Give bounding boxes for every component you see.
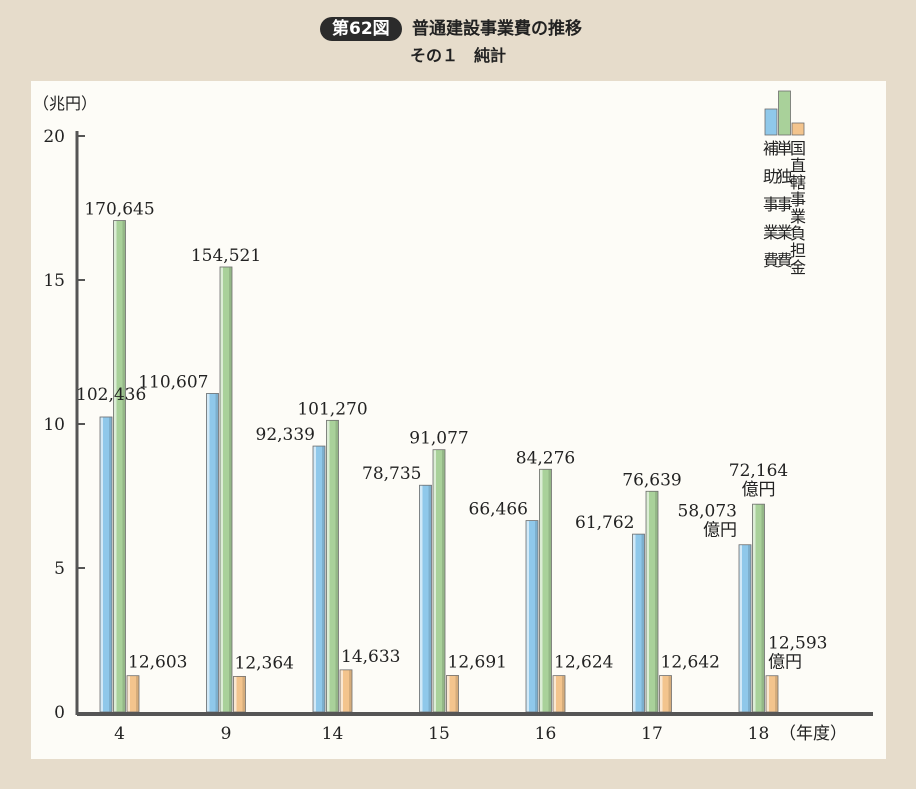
x-tick-label: 17 — [641, 724, 663, 744]
data-label: 12,603 — [128, 653, 187, 673]
bar-highlight — [313, 446, 316, 712]
bar-highlight — [526, 521, 529, 712]
bar-highlight — [114, 221, 117, 712]
data-label: 12,691 — [448, 652, 507, 672]
bar-highlight — [234, 676, 237, 712]
legend-swatch — [791, 122, 805, 136]
data-label: 78,735 — [362, 464, 421, 484]
data-label: 84,276 — [516, 448, 575, 468]
y-tick-label: 0 — [54, 703, 65, 723]
bar-highlight — [220, 267, 223, 712]
figure-subtitle: その１ 純計 — [409, 46, 506, 65]
bar-highlight — [739, 545, 742, 712]
data-labels: 102,436 170,645 12,603 110,607 154,521 12,364… — [76, 200, 827, 674]
data-label: 12,642 — [661, 653, 720, 673]
legend-label: 国直轄事業負担金 — [790, 139, 806, 277]
data-label: 12,593 — [768, 634, 827, 654]
x-tick-label: 14 — [322, 724, 344, 744]
bar-highlight — [660, 676, 663, 712]
bar-highlight — [766, 676, 769, 712]
x-tick-label: 18 — [748, 724, 770, 744]
data-label: 12,364 — [235, 653, 294, 673]
bar-shade — [428, 485, 431, 712]
bar-highlight — [447, 675, 450, 712]
data-label: 170,645 — [84, 200, 154, 220]
x-tick-label: 15 — [428, 724, 450, 744]
bar-shade — [548, 469, 551, 712]
bar-highlight — [646, 491, 649, 712]
bar-shade — [455, 675, 458, 712]
data-label: 102,436 — [76, 385, 146, 405]
figure-header: 第62図 普通建設事業費の推移 その１ 純計 — [0, 0, 916, 70]
data-label: 101,270 — [297, 399, 367, 419]
x-tick-label: 16 — [535, 724, 557, 744]
bar-shade — [562, 676, 565, 712]
y-tick-label: 15 — [43, 271, 65, 291]
bar-highlight — [340, 670, 343, 712]
bar-chart: （兆円） 0 5 10 15 20 102,436 170,645 12,603 110,60… — [33, 90, 873, 744]
bar-shade — [668, 676, 671, 712]
y-axis-unit-label: （兆円） — [33, 94, 97, 113]
bar-highlight — [207, 393, 210, 712]
bar-highlight — [127, 676, 130, 712]
data-label: 58,073 — [678, 502, 737, 522]
bar-shade — [242, 676, 245, 712]
bar-shade — [442, 450, 445, 712]
x-tick-label: 4 — [114, 724, 125, 744]
bar-shade — [535, 521, 538, 712]
bar-highlight — [433, 450, 436, 712]
bar-shade — [322, 446, 325, 712]
bar-highlight — [753, 504, 756, 712]
data-label: 61,762 — [575, 513, 634, 533]
x-axis-labels: 4 9 14 15 16 17 18 — [114, 724, 769, 744]
data-label: 92,339 — [256, 425, 315, 445]
data-label: 91,077 — [409, 429, 468, 449]
x-axis-unit-label: （年度） — [779, 724, 847, 744]
bar-shade — [229, 267, 232, 712]
bar-highlight — [327, 420, 330, 712]
bar-highlight — [420, 485, 423, 712]
data-label: 66,466 — [469, 500, 528, 520]
data-label: 76,639 — [622, 470, 681, 490]
data-label: 110,607 — [138, 372, 208, 392]
y-tick-label: 5 — [54, 559, 65, 579]
data-label-unit: 億円 — [703, 521, 737, 541]
legend-label: 補助事業費 — [763, 139, 779, 270]
bar-shade — [136, 676, 139, 712]
bar-shade — [109, 417, 112, 712]
bar-shade — [748, 545, 751, 712]
figure-number-badge: 第62図 — [320, 17, 402, 41]
bar-highlight — [540, 469, 543, 712]
bar-highlight — [633, 534, 636, 712]
y-tick-label: 20 — [43, 127, 65, 147]
chart-panel: （兆円） 0 5 10 15 20 102,436 170,645 12,603 110,60… — [31, 81, 886, 759]
data-label: 14,633 — [341, 647, 400, 667]
data-label-unit: 億円 — [742, 480, 776, 500]
bar-shade — [655, 491, 658, 712]
x-tick-label: 9 — [221, 724, 232, 744]
bars — [99, 220, 779, 713]
legend-label: 単独事業費 — [776, 139, 792, 270]
bar-highlight — [553, 676, 556, 712]
data-label: 72,164 — [729, 461, 788, 481]
data-label: 154,521 — [191, 246, 261, 266]
bar-shade — [335, 420, 338, 712]
bar-shade — [641, 534, 644, 712]
y-axis-ticks: 0 5 10 15 20 — [43, 127, 85, 723]
bar-shade — [775, 676, 778, 712]
bar-shade — [122, 221, 125, 712]
bar-highlight — [100, 417, 103, 712]
figure-title: 普通建設事業費の推移 — [412, 19, 582, 39]
legend-swatch — [778, 90, 791, 136]
bar-shade — [215, 393, 218, 712]
y-tick-label: 10 — [43, 415, 65, 435]
legend-swatch — [764, 108, 778, 136]
data-label: 12,624 — [554, 653, 613, 673]
bar-shade — [349, 670, 352, 712]
data-label-unit: 億円 — [768, 653, 802, 673]
bar-shade — [761, 504, 764, 712]
